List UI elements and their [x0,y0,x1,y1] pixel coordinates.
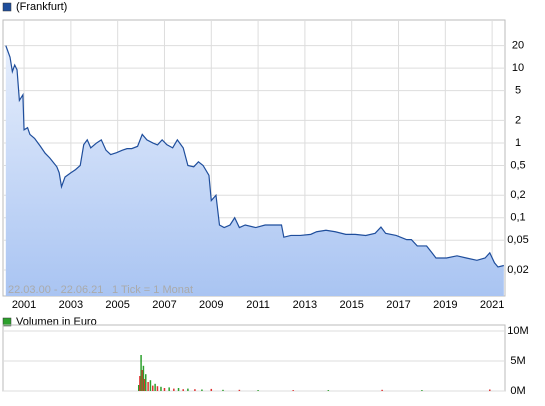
volume-bar [381,389,383,391]
volume-bar [152,385,154,391]
x-tick-label: 2005 [105,299,129,311]
volume-bar [142,365,145,391]
legend-label: Volumen in Euro [16,316,97,328]
plot-frame [2,324,506,392]
legend-swatch [2,317,12,327]
volume-bar [292,390,294,391]
volume-bar [141,370,143,391]
legend-label: (Frankfurt) [16,1,67,13]
y-tick-label: 0,05 [507,234,528,246]
volume-bar [137,385,140,391]
volume-bar [160,386,162,391]
x-tick-label: 2009 [199,299,223,311]
volume-bar [147,382,149,391]
y-tick-label: 10 [512,62,524,74]
volume-bar [177,388,180,391]
volume-bar [143,379,146,391]
volume-bar [210,388,213,391]
x-tick-label: 2019 [433,299,457,311]
volume-bar [187,388,189,391]
y-tick-label: 1 [515,137,521,149]
volume-bar [222,389,224,391]
volume-bar [145,374,147,391]
y-tick-label: 0,5 [510,159,525,171]
y-tick-label: 0M [510,385,525,397]
y-tick-label: 0,1 [510,212,525,224]
y-tick-label: 20 [512,40,524,52]
tick-note: 1 Tick = 1 Monat [112,284,193,296]
volume-bar [140,355,142,391]
y-tick-label: 0,2 [510,189,525,201]
date-range: 22.03.00 - 22.06.21 [8,284,103,296]
volume-bar [201,389,203,391]
volume-bar [182,389,184,391]
y-tick-label: 2 [515,114,521,126]
x-tick-label: 2007 [152,299,176,311]
volume-bar [156,386,159,391]
y-tick-label: 5M [510,355,525,367]
volume-bar [194,389,196,391]
y-tick-label: 10M [507,325,528,337]
x-tick-label: 2003 [59,299,83,311]
volume-bar [163,388,166,391]
volume-bar [168,387,170,391]
volume-bar [421,390,423,391]
volume-bar [489,389,491,391]
y-tick-label: 5 [515,85,521,97]
x-tick-label: 2001 [12,299,36,311]
x-tick-label: 2013 [293,299,317,311]
x-tick-label: 2021 [480,299,504,311]
volume-bar [139,376,141,391]
volume-bar [257,390,259,391]
volume-bar [149,380,152,391]
y-tick-label: 0,02 [507,264,528,276]
x-tick-label: 2011 [246,299,270,311]
volume-bar [173,388,175,391]
volume-bar [154,383,156,391]
volume-bar [238,389,241,391]
x-tick-label: 2017 [386,299,410,311]
price-line [5,45,504,268]
legend-swatch [2,2,12,12]
volume-bar [327,390,330,391]
area [5,45,504,297]
x-tick-label: 2015 [339,299,363,311]
